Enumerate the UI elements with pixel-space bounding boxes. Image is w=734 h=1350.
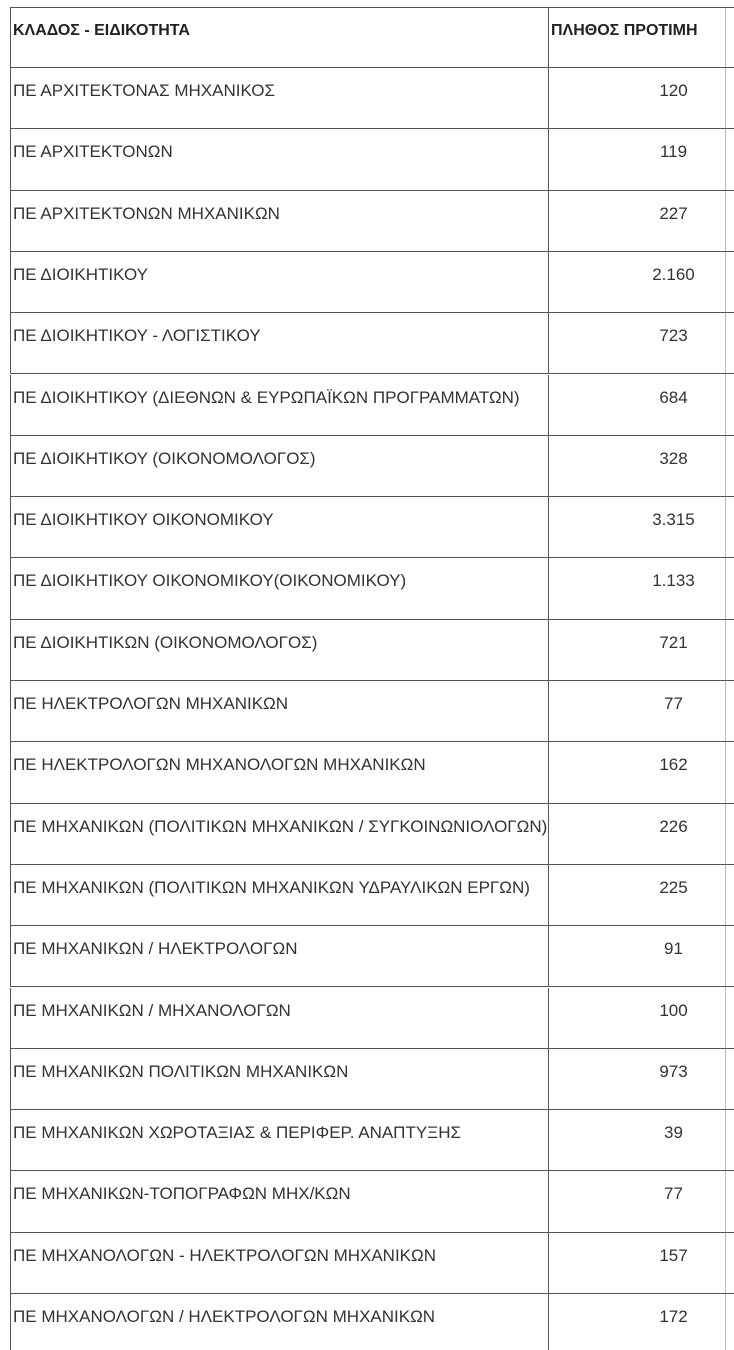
specialty-cell: ΠΕ ΜΗΧΑΝΙΚΩΝ ΧΩΡΟΤΑΞΙΑΣ & ΠΕΡΙΦΕΡ. ΑΝΑΠΤ… [10, 1110, 548, 1172]
specialty-cell: ΠΕ ΜΗΧΑΝΟΛΟΓΩΝ - ΗΛΕΚΤΡΟΛΟΓΩΝ ΜΗΧΑΝΙΚΩΝ [10, 1232, 548, 1294]
count-cell: 684 [548, 374, 734, 436]
table-top-border [10, 7, 734, 8]
count-cell: 119 [548, 129, 734, 191]
count-cell: 120 [548, 68, 734, 130]
header-cell: ΚΛΑΔΟΣ - ΕΙΔΙΚΟΤΗΤΑ [10, 8, 548, 68]
count-cell: 226 [548, 803, 734, 865]
count-cell: 157 [548, 1232, 734, 1294]
count-cell: 1.133 [548, 558, 734, 620]
count-cell: 3.315 [548, 497, 734, 559]
count-cell: 172 [548, 1294, 734, 1350]
specialty-cell: ΠΕ ΗΛΕΚΤΡΟΛΟΓΩΝ ΜΗΧΑΝΙΚΩΝ [10, 681, 548, 743]
count-cell: 723 [548, 313, 734, 375]
specialty-cell: ΠΕ ΜΗΧΑΝΙΚΩΝ / ΗΛΕΚΤΡΟΛΟΓΩΝ [10, 926, 548, 988]
specialty-cell: ΠΕ ΔΙΟΙΚΗΤΙΚΟΥ - ΛΟΓΙΣΤΙΚΟΥ [10, 313, 548, 375]
count-cell: 227 [548, 190, 734, 252]
count-cell: 2.160 [548, 251, 734, 314]
specialty-cell: ΠΕ ΜΗΧΑΝΙΚΩΝ ΠΟΛΙΤΙΚΩΝ ΜΗΧΑΝΙΚΩΝ [10, 1048, 548, 1111]
specialty-cell: ΠΕ ΔΙΟΙΚΗΤΙΚΟΥ ΟΙΚΟΝΟΜΙΚΟΥ(ΟΙΚΟΝΟΜΙΚΟΥ) [10, 558, 548, 620]
specialty-cell: ΠΕ ΜΗΧΑΝΙΚΩΝ (ΠΟΛΙΤΙΚΩΝ ΜΗΧΑΝΙΚΩΝ / ΣΥΓΚ… [10, 803, 548, 865]
count-cell: 77 [548, 1171, 734, 1233]
specialty-cell: ΠΕ ΔΙΟΙΚΗΤΙΚΟΥ (ΟΙΚΟΝΟΜΟΛΟΓΟΣ) [10, 435, 548, 498]
specialty-cell: ΠΕ ΗΛΕΚΤΡΟΛΟΓΩΝ ΜΗΧΑΝΟΛΟΓΩΝ ΜΗΧΑΝΙΚΩΝ [10, 742, 548, 804]
specialty-cell: ΠΕ ΜΗΧΑΝΙΚΩΝ / ΜΗΧΑΝΟΛΟΓΩΝ [10, 987, 548, 1049]
count-cell: 91 [548, 926, 734, 988]
count-cell: 225 [548, 864, 734, 927]
specialty-cell: ΠΕ ΜΗΧΑΝΟΛΟΓΩΝ / ΗΛΕΚΤΡΟΛΟΓΩΝ ΜΗΧΑΝΙΚΩΝ [10, 1294, 548, 1350]
count-cell: 973 [548, 1048, 734, 1111]
specialty-cell: ΠΕ ΑΡΧΙΤΕΚΤΟΝΩΝ [10, 129, 548, 191]
specialty-cell: ΠΕ ΔΙΟΙΚΗΤΙΚΟΥ [10, 251, 548, 314]
count-cell: 100 [548, 987, 734, 1049]
specialty-cell: ΠΕ ΔΙΟΙΚΗΤΙΚΟΥ (ΔΙΕΘΝΩΝ & ΕΥΡΩΠΑΪΚΩΝ ΠΡΟ… [10, 374, 548, 436]
count-cell: 721 [548, 619, 734, 681]
specialty-cell: ΠΕ ΔΙΟΙΚΗΤΙΚΟΥ ΟΙΚΟΝΟΜΙΚΟΥ [10, 497, 548, 559]
count-cell: 328 [548, 435, 734, 498]
specialty-cell: ΠΕ ΜΗΧΑΝΙΚΩΝ (ΠΟΛΙΤΙΚΩΝ ΜΗΧΑΝΙΚΩΝ ΥΔΡΑΥΛ… [10, 864, 548, 927]
specialty-cell: ΠΕ ΜΗΧΑΝΙΚΩΝ-ΤΟΠΟΓΡΑΦΩΝ ΜΗΧ/ΚΩΝ [10, 1171, 548, 1233]
specialty-cell: ΠΕ ΔΙΟΙΚΗΤΙΚΩΝ (ΟΙΚΟΝΟΜΟΛΟΓΟΣ) [10, 619, 548, 681]
count-cell: 39 [548, 1110, 734, 1172]
header-cell: ΠΛΗΘΟΣ ΠΡΟΤΙΜΗ [548, 8, 734, 68]
count-cell: 162 [548, 742, 734, 804]
count-cell: 77 [548, 681, 734, 743]
scroll-edge [725, 8, 726, 1350]
specialty-cell: ΠΕ ΑΡΧΙΤΕΚΤΟΝΑΣ ΜΗΧΑΝΙΚΟΣ [10, 68, 548, 130]
specialty-cell: ΠΕ ΑΡΧΙΤΕΚΤΟΝΩΝ ΜΗΧΑΝΙΚΩΝ [10, 190, 548, 252]
